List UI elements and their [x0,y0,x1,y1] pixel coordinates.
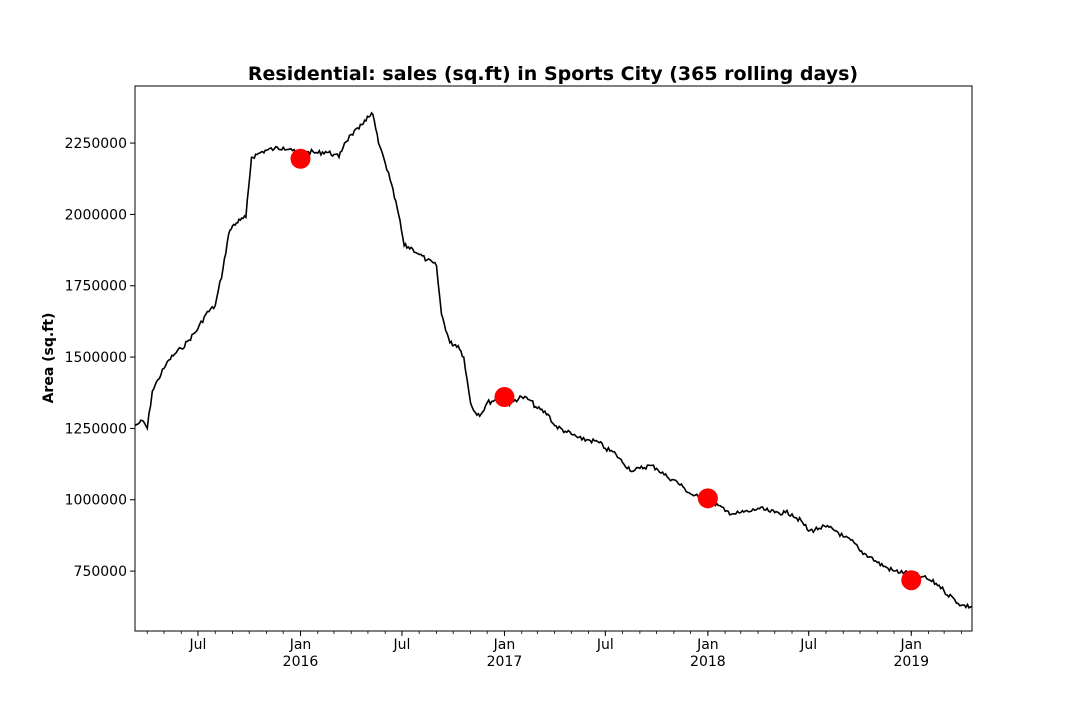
x-tick-label: Jan [899,637,922,653]
plot-frame [134,85,973,632]
x-tick-year-label: 2016 [283,654,319,670]
y-axis-label: Area (sq.ft) [41,313,57,404]
y-axis-ticks: 750000 1000000 1250000 1500000 1750000 200000… [65,136,135,580]
chart-title: Residential: sales (sq.ft) in Sports Cit… [248,63,858,85]
y-tick-label: 1250000 [65,421,127,437]
y-tick-label: 1000000 [65,493,127,509]
y-tick-label: 1750000 [65,279,127,295]
x-tick-year-label: 2019 [893,654,929,670]
data-marker [901,570,922,591]
x-tick-label: Jul [799,637,817,653]
marker-layer [290,148,922,591]
data-marker [697,488,718,509]
x-tick-label: Jan [696,637,719,653]
y-tick-label: 2000000 [65,207,127,223]
x-tick-year-label: 2018 [690,654,726,670]
series-line [134,111,973,609]
x-tick-year-label: 2017 [487,654,523,670]
x-tick-label: Jan [493,637,516,653]
x-tick-label: Jan [289,637,312,653]
y-tick-label: 750000 [74,564,127,580]
y-tick-label: 1500000 [65,350,127,366]
x-tick-label: Jul [392,637,410,653]
y-tick-label: 2250000 [65,136,127,152]
x-axis-minor-ticks [146,631,962,634]
data-marker [290,148,311,169]
data-marker [494,387,515,408]
x-tick-label: Jul [189,637,207,653]
x-tick-label: Jul [596,637,614,653]
